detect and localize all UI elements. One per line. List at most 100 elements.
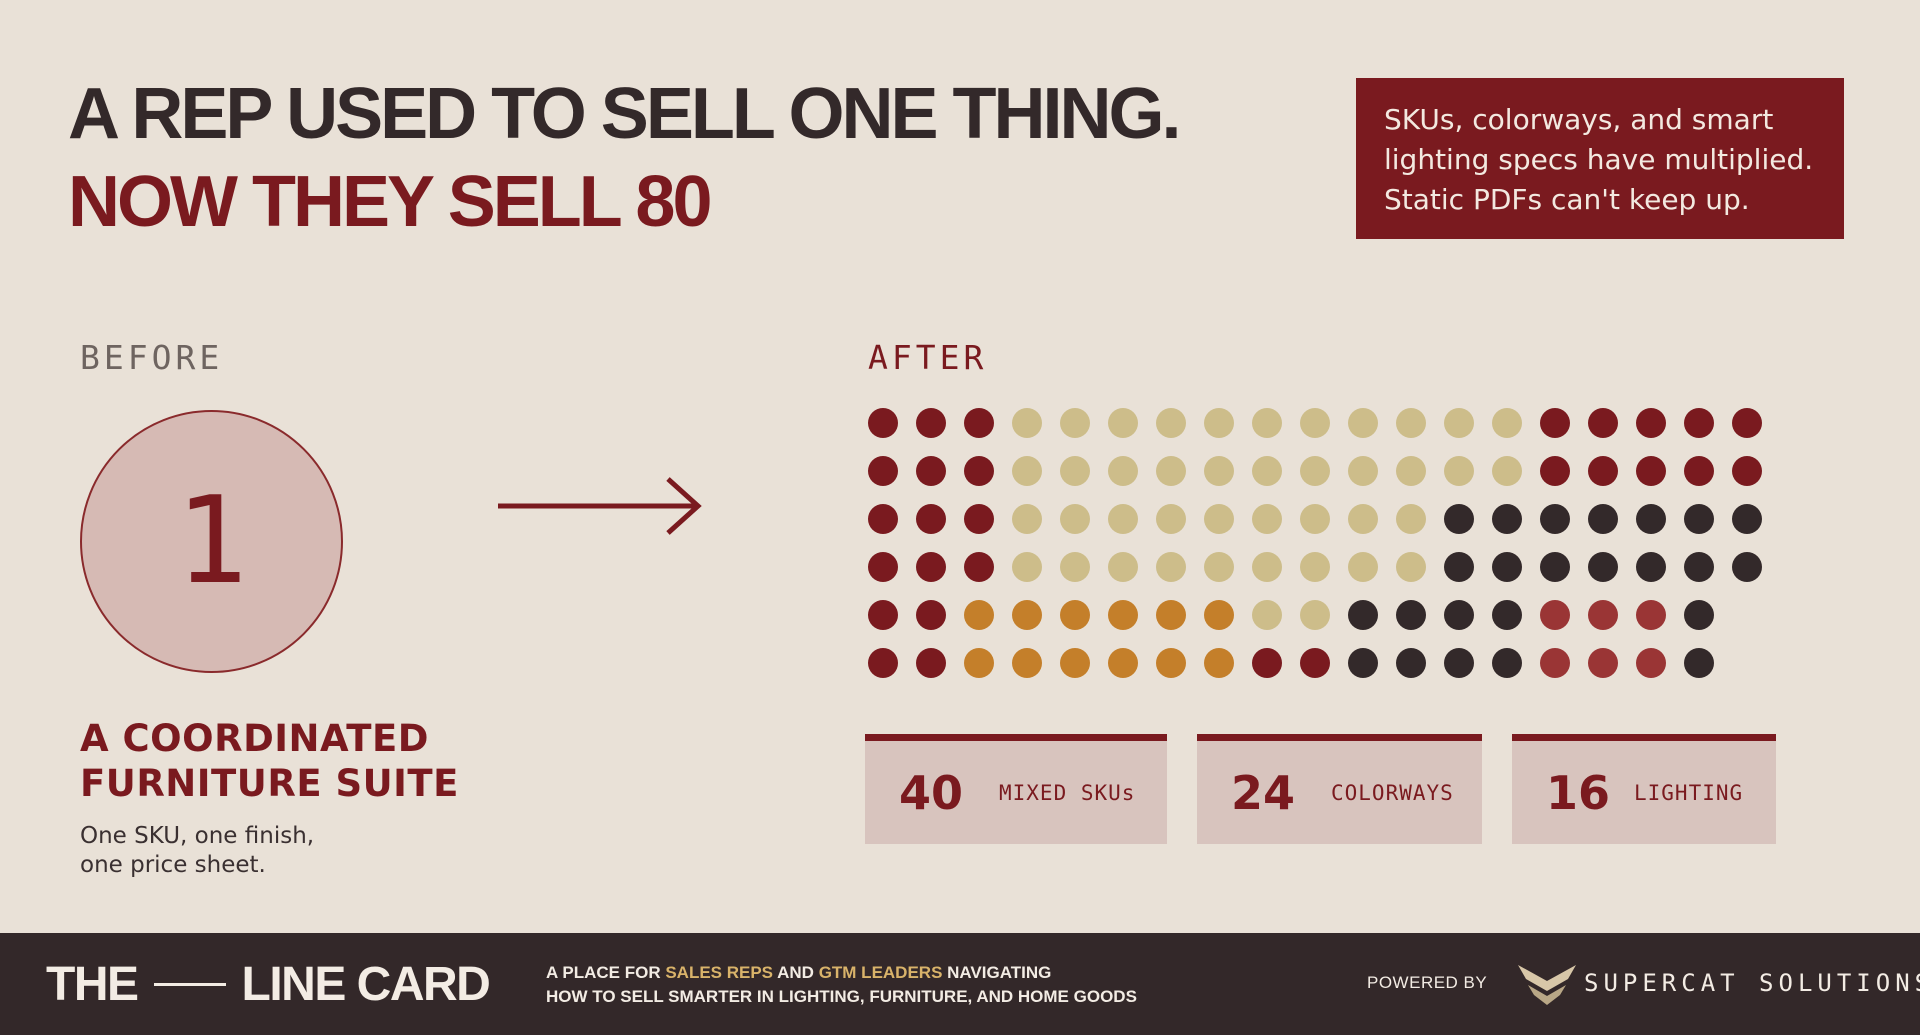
stat-card-mixed-skus: 40 MIXED SKUs — [865, 734, 1167, 844]
grid-dot — [1588, 600, 1618, 630]
grid-dot — [1108, 408, 1138, 438]
grid-dot — [1444, 408, 1474, 438]
headline-line-2: NOW THEY SELL 80 — [68, 162, 712, 242]
brand-left: THE — [46, 958, 139, 1011]
grid-dot — [1108, 600, 1138, 630]
supercat-logo-icon — [1518, 965, 1576, 1005]
stat-value: 16 — [1546, 765, 1611, 820]
suite-title: A COORDINATED FURNITURE SUITE — [80, 716, 459, 806]
grid-dot — [1492, 600, 1522, 630]
grid-dot — [1204, 456, 1234, 486]
grid-dot — [1060, 648, 1090, 678]
grid-dot — [964, 552, 994, 582]
grid-dot — [1492, 648, 1522, 678]
grid-dot — [1396, 648, 1426, 678]
callout-box: SKUs, colorways, and smart lighting spec… — [1356, 78, 1844, 239]
grid-dot — [1012, 456, 1042, 486]
callout-line: SKUs, colorways, and smart — [1384, 103, 1774, 136]
grid-dot — [1444, 504, 1474, 534]
grid-dot — [1684, 504, 1714, 534]
grid-dot — [1684, 600, 1714, 630]
grid-dot — [1300, 504, 1330, 534]
grid-dot — [1444, 456, 1474, 486]
grid-dot — [1396, 408, 1426, 438]
grid-dot — [916, 600, 946, 630]
grid-dot — [1012, 600, 1042, 630]
grid-dot — [1012, 552, 1042, 582]
grid-dot — [1588, 504, 1618, 534]
grid-dot — [1012, 408, 1042, 438]
stat-value: 40 — [899, 765, 964, 820]
after-label: AFTER — [868, 338, 988, 377]
grid-dot — [1588, 408, 1618, 438]
grid-dot — [1204, 552, 1234, 582]
grid-dot — [1204, 648, 1234, 678]
grid-dot — [1252, 552, 1282, 582]
grid-dot — [1732, 456, 1762, 486]
grid-dot — [1156, 408, 1186, 438]
tagline-row-2: HOW TO SELL SMARTER IN LIGHTING, FURNITU… — [546, 987, 1137, 1006]
grid-dot — [1396, 600, 1426, 630]
grid-dot — [1396, 504, 1426, 534]
suite-description-line: One SKU, one finish, — [80, 823, 315, 849]
grid-dot — [916, 552, 946, 582]
stat-card-lighting: 16 LIGHTING — [1512, 734, 1776, 844]
grid-dot — [1540, 648, 1570, 678]
grid-dot — [1636, 552, 1666, 582]
grid-dot — [1684, 648, 1714, 678]
grid-dot — [1444, 552, 1474, 582]
grid-dot — [1588, 648, 1618, 678]
grid-dot — [1252, 456, 1282, 486]
grid-dot — [1108, 552, 1138, 582]
headline-line-1: A REP USED TO SELL ONE THING. — [68, 74, 1182, 154]
grid-dot — [1732, 552, 1762, 582]
grid-dot — [1108, 504, 1138, 534]
grid-dot — [1684, 456, 1714, 486]
tagline: A PLACE FOR SALES REPS AND GTM LEADERS N… — [546, 961, 1137, 1009]
grid-dot — [1204, 600, 1234, 630]
grid-dot — [1588, 552, 1618, 582]
tagline-text: A PLACE FOR — [546, 963, 666, 982]
grid-dot — [1684, 552, 1714, 582]
grid-dot — [868, 648, 898, 678]
grid-dot — [1636, 600, 1666, 630]
grid-dot — [1444, 648, 1474, 678]
grid-dot — [1012, 504, 1042, 534]
grid-dot — [1636, 408, 1666, 438]
tagline-row-1: A PLACE FOR SALES REPS AND GTM LEADERS N… — [546, 961, 1137, 985]
stat-label: MIXED SKUs — [999, 780, 1136, 805]
grid-dot — [1300, 456, 1330, 486]
grid-dot — [868, 504, 898, 534]
before-count: 1 — [175, 471, 248, 611]
suite-title-line: A COORDINATED — [80, 717, 430, 760]
grid-dot — [1348, 552, 1378, 582]
grid-dot — [1300, 600, 1330, 630]
stat-card-colorways: 24 COLORWAYS — [1197, 734, 1482, 844]
logo-name: SUPERCAT SOLUTIONS — [1584, 969, 1920, 997]
grid-dot — [916, 456, 946, 486]
grid-dot — [1060, 600, 1090, 630]
suite-title-line: FURNITURE SUITE — [80, 762, 459, 805]
grid-dot — [1540, 408, 1570, 438]
grid-dot — [1732, 504, 1762, 534]
grid-dot — [1060, 456, 1090, 486]
grid-dot — [1156, 456, 1186, 486]
grid-dot — [1156, 504, 1186, 534]
tagline-highlight: SALES REPS — [665, 963, 774, 982]
grid-dot — [868, 408, 898, 438]
grid-dot — [1540, 504, 1570, 534]
grid-dot — [916, 408, 946, 438]
grid-dot — [1156, 648, 1186, 678]
brand-dash — [153, 983, 226, 986]
supercat-logo-text: SUPERCAT SOLUTIONS™ — [1584, 969, 1920, 997]
grid-dot — [1060, 504, 1090, 534]
powered-by: POWERED BY — [1367, 973, 1488, 992]
grid-dot — [1540, 552, 1570, 582]
grid-dot — [868, 600, 898, 630]
grid-dot — [1492, 552, 1522, 582]
before-count-circle: 1 — [80, 410, 343, 673]
grid-dot — [964, 600, 994, 630]
callout-line: Static PDFs can't keep up. — [1384, 183, 1750, 216]
grid-dot — [964, 504, 994, 534]
